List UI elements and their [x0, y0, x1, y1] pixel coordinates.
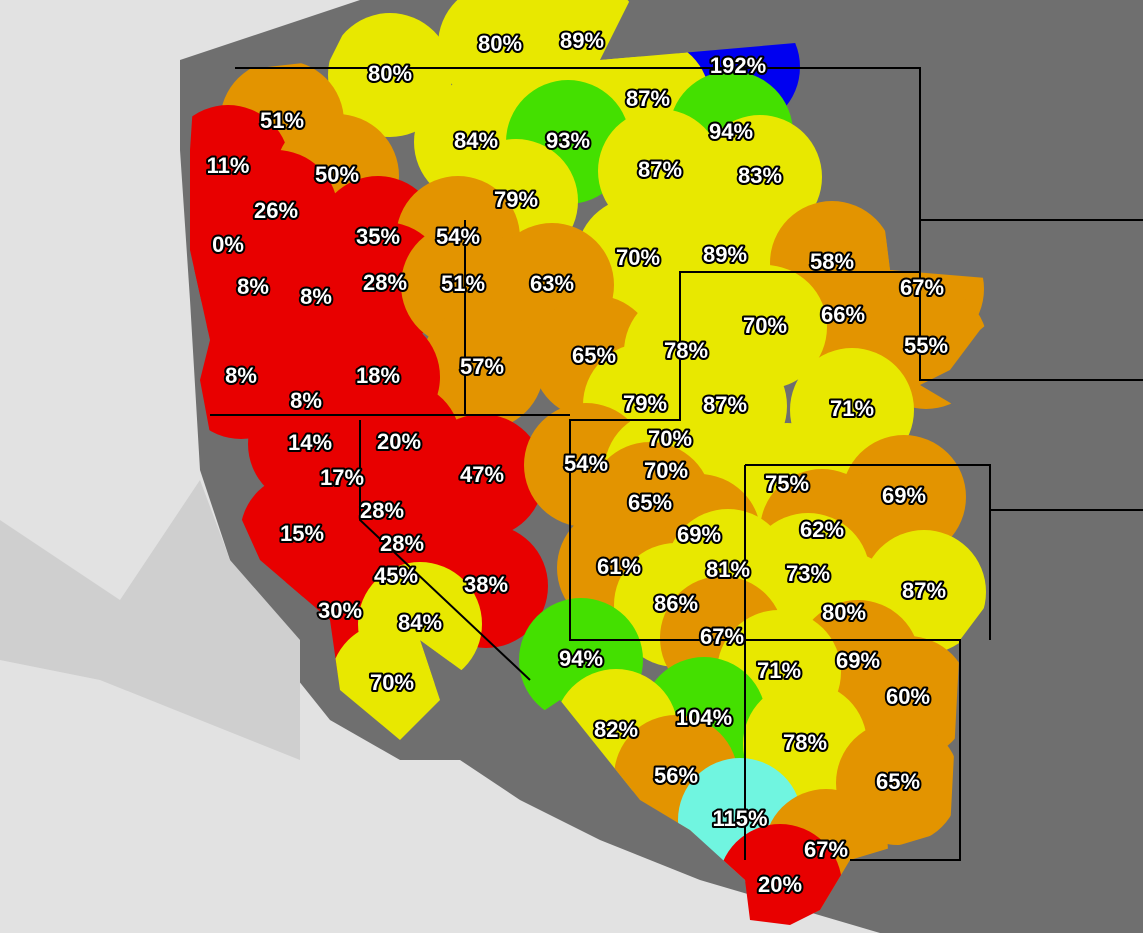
region-label: 94% [709, 119, 753, 144]
region-label: 58% [810, 249, 854, 274]
region-label: 70% [616, 245, 660, 270]
region-label: 45% [374, 563, 418, 588]
region-label: 65% [572, 343, 616, 368]
region-label: 14% [288, 430, 332, 455]
region-label: 79% [623, 391, 667, 416]
region [328, 13, 452, 137]
region-label: 15% [280, 521, 324, 546]
region-label: 79% [494, 187, 538, 212]
region-label: 51% [441, 271, 485, 296]
region-label: 81% [706, 557, 750, 582]
region-label: 50% [315, 162, 359, 187]
region-label: 86% [654, 591, 698, 616]
region-label: 17% [320, 465, 364, 490]
region-label: 54% [436, 224, 480, 249]
region-label: 84% [398, 610, 442, 635]
region-label: 8% [237, 274, 269, 299]
region-label: 55% [904, 333, 948, 358]
region-label: 38% [464, 572, 508, 597]
region-label: 70% [648, 426, 692, 451]
region-label: 94% [559, 646, 603, 671]
region-label: 82% [594, 717, 638, 742]
region-label: 8% [225, 363, 257, 388]
region-label: 61% [597, 554, 641, 579]
region-label: 83% [738, 163, 782, 188]
region-label: 51% [260, 108, 304, 133]
region-label: 70% [644, 458, 688, 483]
region-label: 28% [363, 270, 407, 295]
region-label: 87% [638, 157, 682, 182]
region-label: 80% [478, 31, 522, 56]
region-label: 80% [368, 61, 412, 86]
region-label: 0% [212, 232, 244, 257]
region-label: 67% [700, 624, 744, 649]
region-label: 78% [783, 730, 827, 755]
region-label: 70% [370, 670, 414, 695]
region-label: 71% [757, 658, 801, 683]
regions [190, 0, 988, 925]
region-label: 69% [677, 522, 721, 547]
region-label: 67% [804, 837, 848, 862]
region-label: 80% [822, 600, 866, 625]
labels: 80% 89% 192% 80% 87% 51% 84% 93% 94% 11% 50% 87% 83%… [205, 26, 950, 899]
region-label: 78% [664, 338, 708, 363]
region-label: 65% [628, 490, 672, 515]
region-label: 104% [676, 705, 732, 730]
region-label: 60% [886, 684, 930, 709]
region-label: 89% [560, 28, 604, 53]
region-label: 69% [836, 648, 880, 673]
region-label: 93% [546, 128, 590, 153]
region-label: 54% [564, 451, 608, 476]
region-label: 69% [882, 483, 926, 508]
region-label: 73% [786, 561, 830, 586]
region-label: 87% [626, 86, 670, 111]
region-label: 11% [207, 153, 250, 178]
region-label: 28% [360, 498, 404, 523]
region-label: 28% [380, 531, 424, 556]
region-label: 56% [654, 763, 698, 788]
region-label: 66% [821, 302, 865, 327]
region-label: 57% [460, 354, 504, 379]
region-label: 18% [356, 363, 400, 388]
region-label: 20% [377, 429, 421, 454]
region-label: 35% [356, 224, 400, 249]
region-label: 89% [703, 242, 747, 267]
region-label: 20% [758, 872, 802, 897]
region-label: 67% [900, 275, 944, 300]
region-label: 65% [876, 769, 920, 794]
region-label: 87% [703, 392, 747, 417]
region-label: 71% [830, 396, 874, 421]
region [420, 414, 544, 538]
land-light [0, 480, 300, 760]
region-label: 8% [290, 388, 322, 413]
region-label: 30% [318, 598, 362, 623]
region-label: 8% [300, 284, 332, 309]
region-label: 84% [454, 128, 498, 153]
region [420, 306, 544, 430]
region-label: 63% [530, 271, 574, 296]
region-label: 26% [254, 198, 298, 223]
region-label: 62% [800, 517, 844, 542]
region-label: 70% [743, 313, 787, 338]
region-label: 47% [460, 462, 504, 487]
region-label: 87% [902, 578, 946, 603]
state-lines [210, 67, 1143, 861]
region-label: 115% [712, 806, 767, 831]
region-label: 192% [710, 53, 766, 78]
region-label: 75% [765, 471, 809, 496]
